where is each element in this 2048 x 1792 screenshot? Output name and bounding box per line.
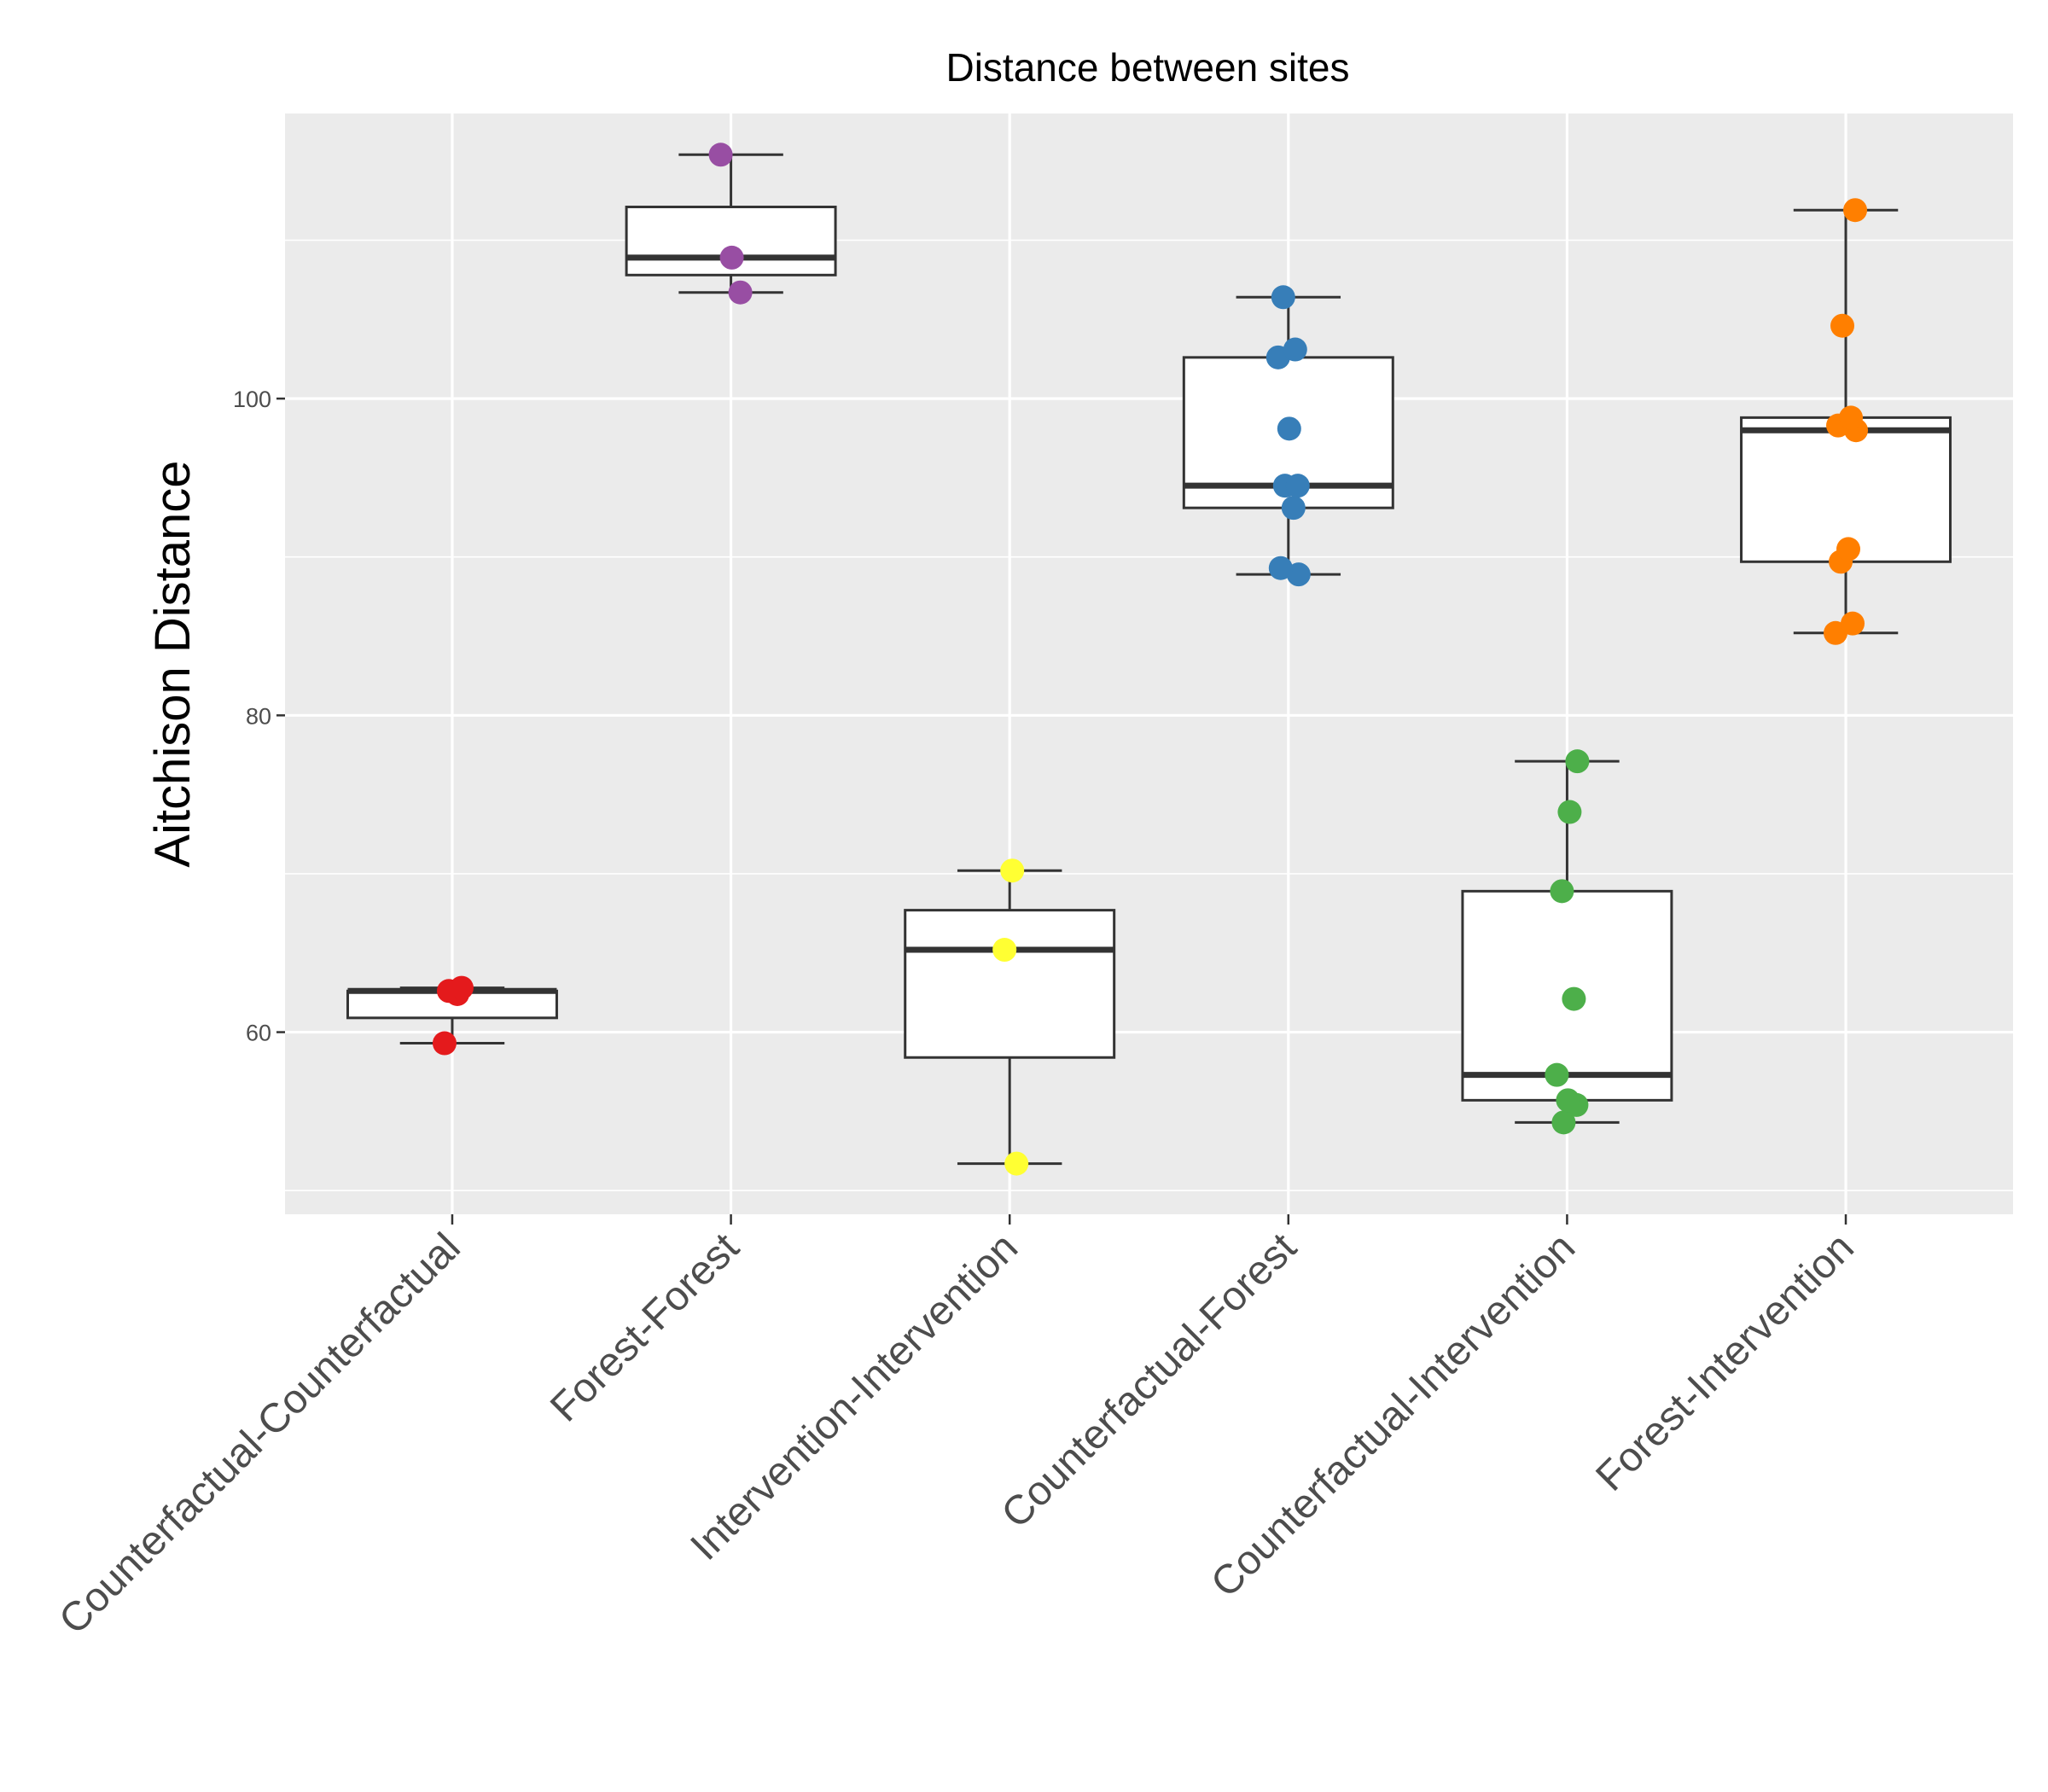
data-point	[1839, 405, 1864, 430]
data-point	[1550, 879, 1574, 904]
data-point	[728, 280, 753, 305]
box-iqr	[904, 909, 1116, 1059]
data-point	[1551, 1110, 1576, 1135]
data-point	[719, 245, 744, 270]
x-tick-label: Intervention-Intervention	[682, 1225, 1027, 1569]
y-tick-label: 60	[246, 1021, 271, 1046]
data-point	[1545, 1062, 1569, 1087]
x-tick-label: Counterfactual-Forest	[993, 1225, 1306, 1537]
plot-panel	[285, 113, 2013, 1214]
data-point	[1557, 800, 1582, 824]
data-point	[1281, 496, 1306, 521]
data-point	[1271, 285, 1295, 310]
data-point	[1841, 611, 1865, 636]
data-point	[1562, 986, 1586, 1011]
data-point	[432, 1031, 457, 1056]
data-point	[1565, 749, 1590, 774]
data-point	[1556, 1088, 1580, 1113]
data-point	[1000, 858, 1025, 883]
x-axis-ticks: Counterfactual-Counterfactual Forest-Fore…	[50, 1214, 1863, 1644]
data-point	[708, 143, 733, 167]
y-axis-ticks: 60 80 100	[233, 387, 285, 1046]
data-point	[1283, 337, 1307, 362]
data-point	[1836, 537, 1861, 561]
x-tick-label: Forest-Forest	[542, 1225, 748, 1430]
data-point	[1285, 474, 1310, 498]
x-tick-label: Counterfactual-Counterfactual	[50, 1225, 468, 1643]
data-point	[449, 975, 474, 1000]
y-axis-label: Aitchison Distance	[145, 460, 201, 867]
data-point	[1830, 313, 1855, 338]
data-point	[1268, 556, 1293, 580]
data-point	[1286, 562, 1311, 587]
data-point	[1843, 198, 1868, 223]
y-tick-label: 80	[246, 703, 271, 729]
x-tick-label: Forest-Intervention	[1587, 1225, 1862, 1499]
y-tick-label: 100	[233, 387, 271, 412]
data-points	[432, 143, 1869, 1176]
data-point	[992, 938, 1017, 963]
data-point	[1004, 1151, 1029, 1176]
chart-title: Distance between sites	[945, 45, 1349, 90]
data-point	[1277, 416, 1301, 441]
